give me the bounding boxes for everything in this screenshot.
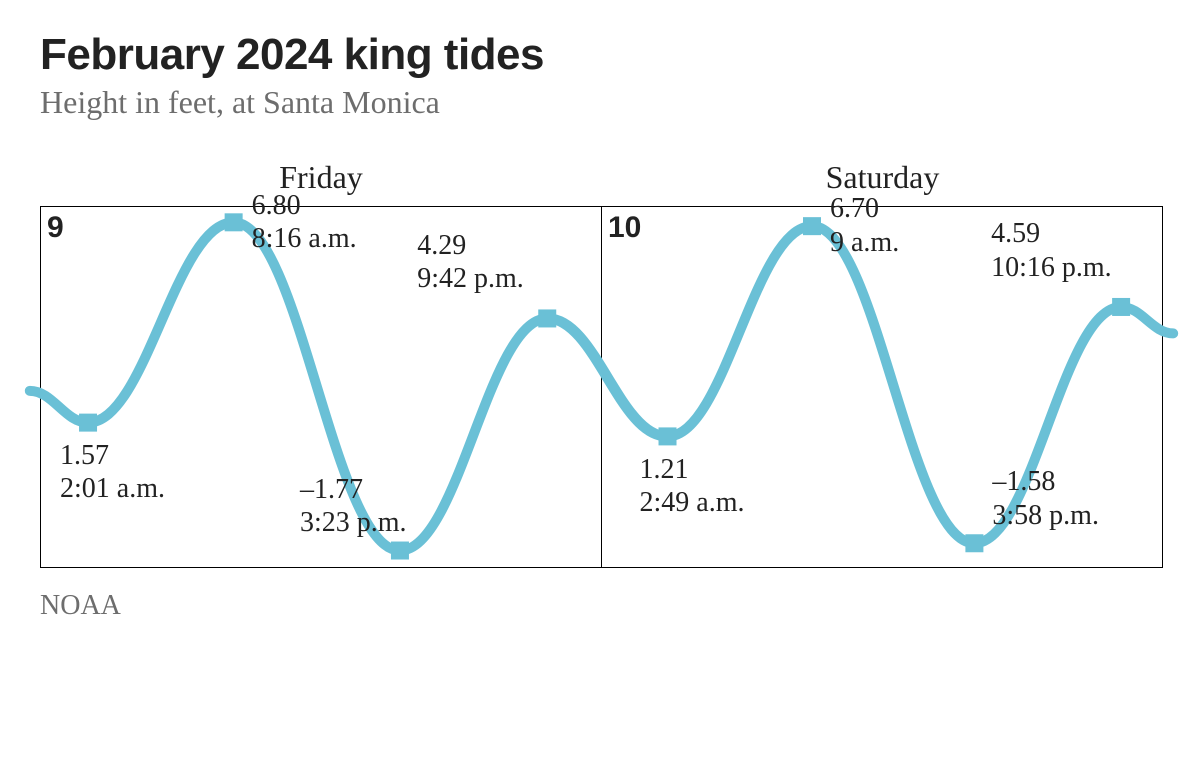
point-time: 3:58 p.m.: [992, 500, 1099, 531]
panel-day-number: 9: [47, 211, 64, 245]
point-height: –1.77: [300, 474, 363, 505]
data-point-label: 4.299:42 p.m.: [417, 229, 524, 296]
chart-panel: Friday91.572:01 a.m.6.808:16 a.m.–1.773:…: [40, 159, 602, 568]
data-point-label: 1.212:49 a.m.: [640, 453, 745, 520]
point-height: 1.57: [60, 440, 109, 471]
panel-day-number: 10: [608, 211, 641, 245]
chart-subtitle: Height in feet, at Santa Monica: [40, 84, 1160, 121]
point-time: 9:42 p.m.: [417, 263, 524, 294]
point-height: 6.80: [252, 190, 301, 221]
data-marker: [391, 542, 409, 560]
point-time: 9 a.m.: [830, 227, 899, 258]
point-time: 2:01 a.m.: [60, 473, 165, 504]
data-point-label: –1.773:23 p.m.: [300, 473, 407, 540]
data-marker: [79, 414, 97, 432]
point-height: 4.29: [417, 230, 466, 261]
data-point-label: –1.583:58 p.m.: [992, 465, 1099, 532]
data-point-label: 6.709 a.m.: [830, 192, 899, 259]
point-time: 8:16 a.m.: [252, 223, 357, 254]
chart-panel: Saturday 10 1.212:49 a.m. 6.709 a.m. –1.583:…: [602, 159, 1163, 568]
panel-box: 101.212:49 a.m.6.709 a.m.–1.583:58 p.m.4…: [602, 206, 1163, 568]
point-time: 10:16 p.m.: [991, 252, 1112, 283]
data-marker: [803, 217, 821, 235]
chart-title: February 2024 king tides: [40, 32, 1160, 78]
data-marker: [225, 214, 243, 232]
point-height: 4.59: [991, 218, 1040, 249]
panel-box: 91.572:01 a.m.6.808:16 a.m.–1.773:23 p.m…: [40, 206, 602, 568]
point-height: 1.21: [640, 454, 689, 485]
data-point-label: 6.808:16 a.m.: [252, 189, 357, 256]
data-marker: [659, 428, 677, 446]
data-point-label: 4.5910:16 p.m.: [991, 217, 1112, 284]
data-point-label: 1.572:01 a.m.: [60, 439, 165, 506]
point-height: 6.70: [830, 193, 879, 224]
data-marker: [1112, 298, 1130, 316]
point-height: –1.58: [992, 466, 1055, 497]
source-credit: NOAA: [40, 590, 1160, 622]
point-time: 2:49 a.m.: [640, 487, 745, 518]
point-time: 3:23 p.m.: [300, 507, 407, 538]
data-marker: [965, 534, 983, 552]
chart-panels: Friday91.572:01 a.m.6.808:16 a.m.–1.773:…: [40, 159, 1160, 568]
panel-day-name: Saturday: [602, 159, 1163, 196]
